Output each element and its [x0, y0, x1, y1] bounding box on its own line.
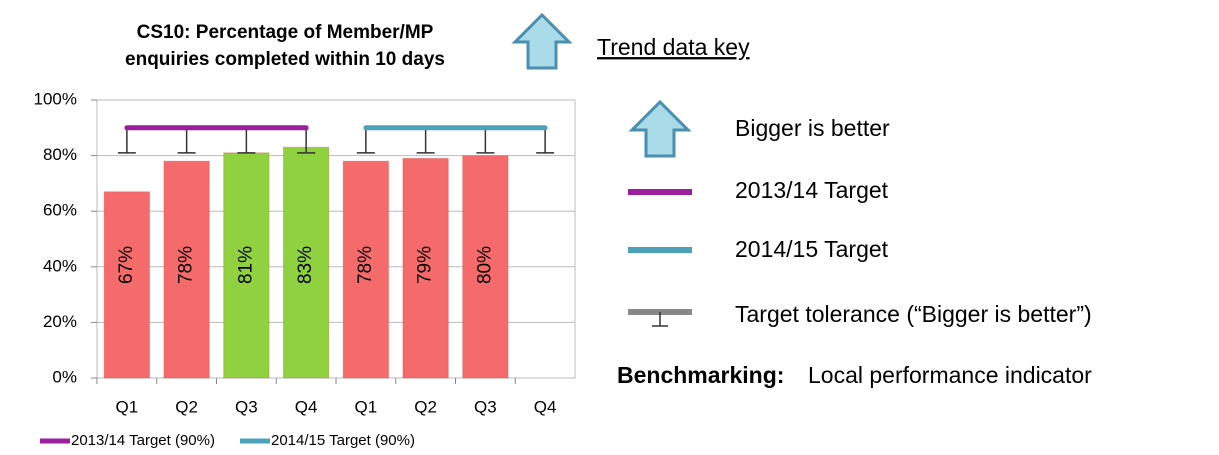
x-tick-label: Q4 [534, 397, 557, 416]
key-item: Target tolerance (“Bigger is better”) [735, 301, 1092, 327]
x-tick-label: Q3 [235, 397, 258, 416]
x-tick-label: Q4 [295, 397, 318, 416]
value-label: 81% [235, 246, 256, 284]
bar [223, 152, 270, 379]
y-tick-label: 40% [43, 256, 77, 275]
up-arrow-icon [511, 12, 573, 70]
value-label: 79% [415, 246, 436, 284]
legend-label: 2013/14 Target (90%) [71, 432, 215, 449]
x-tick-label: Q1 [355, 397, 378, 416]
value-label: 80% [474, 246, 495, 284]
chart-title: enquiries completed within 10 days [125, 49, 445, 70]
y-tick-label: 20% [43, 312, 77, 331]
benchmarking-value: Local performance indicator [808, 362, 1092, 388]
key-item: 2014/15 Target [735, 236, 889, 262]
key-heading: Trend data key [597, 34, 750, 60]
y-tick-label: 100% [34, 89, 77, 108]
value-label: 78% [176, 246, 197, 284]
y-tick-label: 0% [52, 367, 77, 386]
value-label: 78% [355, 246, 376, 284]
x-tick-label: Q1 [116, 397, 139, 416]
bar [282, 146, 330, 379]
x-tick-label: Q2 [175, 397, 198, 416]
key-arrow-icon [628, 99, 692, 158]
bar [402, 157, 449, 379]
bar [163, 160, 210, 379]
y-tick-label: 60% [43, 201, 77, 220]
value-label: 67% [116, 246, 137, 284]
bar [342, 160, 390, 379]
key-item: Bigger is better [735, 115, 890, 141]
x-tick-label: Q2 [414, 397, 437, 416]
x-tick-label: Q3 [474, 397, 497, 416]
y-tick-label: 80% [43, 145, 77, 164]
bar [103, 191, 151, 379]
value-label: 83% [295, 246, 316, 284]
bar [462, 155, 509, 379]
legend-label: 2014/15 Target (90%) [271, 432, 415, 449]
benchmarking-label: Benchmarking: [617, 362, 784, 388]
chart-title: CS10: Percentage of Member/MP [137, 22, 434, 43]
key-item: 2013/14 Target [735, 177, 889, 203]
